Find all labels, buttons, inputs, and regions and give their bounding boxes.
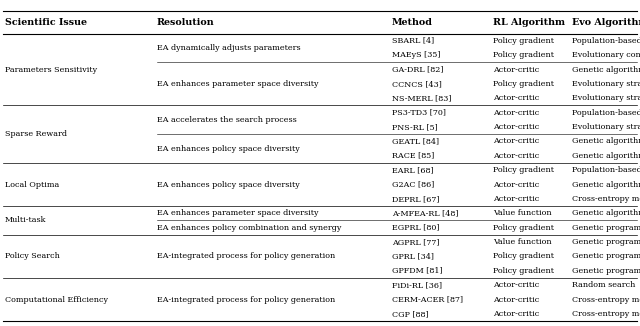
Text: CCNCS [43]: CCNCS [43] [392,80,442,88]
Text: Multi-task: Multi-task [5,216,47,225]
Text: MAEyS [35]: MAEyS [35] [392,51,440,59]
Text: Evo Algorithm: Evo Algorithm [572,18,640,27]
Text: Parameters Sensitivity: Parameters Sensitivity [5,66,97,74]
Text: Population-based training: Population-based training [572,109,640,117]
Text: GEATL [84]: GEATL [84] [392,137,439,145]
Text: Population-based training: Population-based training [572,37,640,45]
Text: G2AC [86]: G2AC [86] [392,181,434,188]
Text: Actor-critic: Actor-critic [493,109,539,117]
Text: EARL [68]: EARL [68] [392,166,433,174]
Text: EGPRL [80]: EGPRL [80] [392,224,439,232]
Text: Actor-critic: Actor-critic [493,281,539,289]
Text: Evolutionary strategy: Evolutionary strategy [572,94,640,102]
Text: Resolution: Resolution [157,18,214,27]
Text: Actor-critic: Actor-critic [493,66,539,74]
Text: GPRL [34]: GPRL [34] [392,252,434,260]
Text: EA dynamically adjusts parameters: EA dynamically adjusts parameters [157,44,300,52]
Text: EA-integrated process for policy generation: EA-integrated process for policy generat… [157,252,335,260]
Text: CERM-ACER [87]: CERM-ACER [87] [392,296,463,304]
Text: Policy gradient: Policy gradient [493,166,554,174]
Text: Genetic programming: Genetic programming [572,267,640,275]
Text: Policy gradient: Policy gradient [493,80,554,88]
Text: Genetic algorithm: Genetic algorithm [572,152,640,160]
Text: Actor-critic: Actor-critic [493,94,539,102]
Text: AGPRL [77]: AGPRL [77] [392,238,439,246]
Text: Sparse Reward: Sparse Reward [5,130,67,138]
Text: EA enhances policy space diversity: EA enhances policy space diversity [157,145,300,153]
Text: FiDi-RL [36]: FiDi-RL [36] [392,281,442,289]
Text: Genetic programming: Genetic programming [572,252,640,260]
Text: GPFDM [81]: GPFDM [81] [392,267,442,275]
Text: Genetic programming: Genetic programming [572,224,640,232]
Text: EA enhances parameter space diversity: EA enhances parameter space diversity [157,80,318,88]
Text: DEPRL [67]: DEPRL [67] [392,195,439,203]
Text: Actor-critic: Actor-critic [493,195,539,203]
Text: EA enhances policy space diversity: EA enhances policy space diversity [157,181,300,188]
Text: Cross-entropy method: Cross-entropy method [572,195,640,203]
Text: CGP [88]: CGP [88] [392,310,428,318]
Text: Genetic algorithm: Genetic algorithm [572,181,640,188]
Text: Policy gradient: Policy gradient [493,267,554,275]
Text: Genetic algorithm: Genetic algorithm [572,209,640,217]
Text: Policy Search: Policy Search [5,252,60,260]
Text: Population-based training: Population-based training [572,166,640,174]
Text: PS3-TD3 [70]: PS3-TD3 [70] [392,109,445,117]
Text: RACE [85]: RACE [85] [392,152,434,160]
Text: Policy gradient: Policy gradient [493,51,554,59]
Text: EA accelerates the search process: EA accelerates the search process [157,116,296,124]
Text: Genetic algorithm: Genetic algorithm [572,137,640,145]
Text: Actor-critic: Actor-critic [493,296,539,304]
Text: Evolutionary strategy: Evolutionary strategy [572,80,640,88]
Text: Genetic programming: Genetic programming [572,238,640,246]
Text: Actor-critic: Actor-critic [493,310,539,318]
Text: Value function: Value function [493,238,552,246]
Text: Actor-critic: Actor-critic [493,137,539,145]
Text: Actor-critic: Actor-critic [493,152,539,160]
Text: Evolutionary strategy: Evolutionary strategy [572,123,640,131]
Text: Value function: Value function [493,209,552,217]
Text: SBARL [4]: SBARL [4] [392,37,434,45]
Text: Local Optima: Local Optima [5,181,60,188]
Text: Random search: Random search [572,281,635,289]
Text: Actor-critic: Actor-critic [493,123,539,131]
Text: Cross-entropy method: Cross-entropy method [572,296,640,304]
Text: Actor-critic: Actor-critic [493,181,539,188]
Text: PNS-RL [5]: PNS-RL [5] [392,123,437,131]
Text: Scientific Issue: Scientific Issue [5,18,87,27]
Text: RL Algorithm: RL Algorithm [493,18,564,27]
Text: EA-integrated process for policy generation: EA-integrated process for policy generat… [157,296,335,304]
Text: A-MFEA-RL [48]: A-MFEA-RL [48] [392,209,458,217]
Text: NS-MERL [83]: NS-MERL [83] [392,94,451,102]
Text: Policy gradient: Policy gradient [493,224,554,232]
Text: Cross-entropy method: Cross-entropy method [572,310,640,318]
Text: GA-DRL [82]: GA-DRL [82] [392,66,443,74]
Text: Evolutionary computing: Evolutionary computing [572,51,640,59]
Text: Policy gradient: Policy gradient [493,37,554,45]
Text: EA enhances policy combination and synergy: EA enhances policy combination and syner… [157,224,341,232]
Text: EA enhances parameter space diversity: EA enhances parameter space diversity [157,209,318,217]
Text: Genetic algorithms: Genetic algorithms [572,66,640,74]
Text: Computational Efficiency: Computational Efficiency [5,296,108,304]
Text: Method: Method [392,18,433,27]
Text: Policy gradient: Policy gradient [493,252,554,260]
